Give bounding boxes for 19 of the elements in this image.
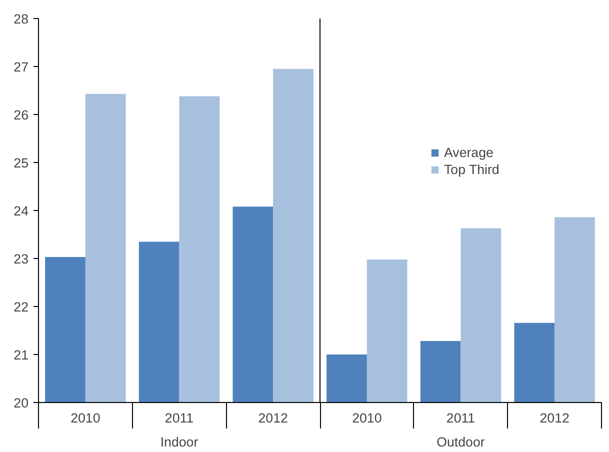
y-tick-label: 25 bbox=[14, 156, 29, 170]
y-tick-label: 28 bbox=[14, 12, 29, 26]
y-tick-label: 22 bbox=[14, 300, 29, 314]
x-tick-label: 2010 bbox=[352, 410, 382, 426]
x-tick-label: 2012 bbox=[258, 410, 288, 426]
y-tick-label: 20 bbox=[14, 396, 29, 410]
text: Outdoor bbox=[436, 434, 486, 450]
text: Indoor bbox=[160, 434, 199, 450]
legend-label: Top Third bbox=[444, 162, 500, 177]
y-tick-label: 24 bbox=[14, 204, 30, 218]
x-tick-label: 2011 bbox=[446, 410, 476, 426]
legend-label: Average bbox=[444, 145, 494, 160]
y-tick-label: 26 bbox=[14, 108, 29, 122]
x-tick-label: 2011 bbox=[164, 410, 194, 426]
y-tick-label: 21 bbox=[14, 348, 29, 362]
x-tick-label: 2010 bbox=[70, 410, 100, 426]
y-tick-label: 27 bbox=[14, 60, 29, 74]
y-tick-label: 23 bbox=[14, 252, 29, 266]
x-tick-label: 2012 bbox=[540, 410, 570, 426]
